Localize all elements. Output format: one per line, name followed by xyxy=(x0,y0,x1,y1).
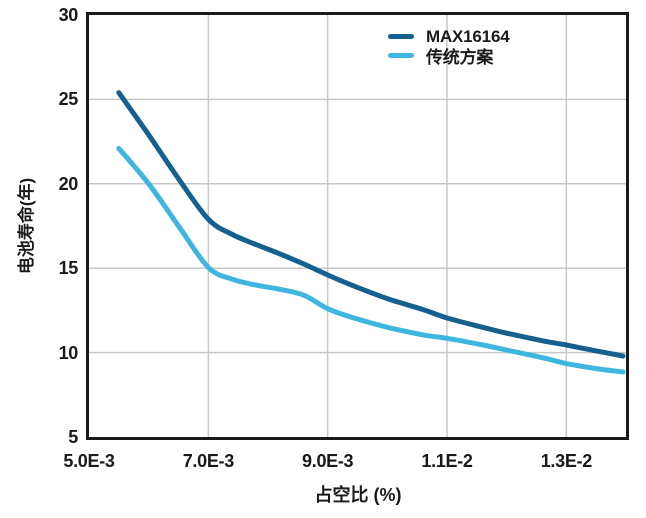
x-tick-label: 5.0E-3 xyxy=(63,451,115,471)
series-line-1 xyxy=(116,145,626,375)
legend-item-1: 传统方案 xyxy=(388,46,509,67)
legend-item-0: MAX16164 xyxy=(388,26,510,46)
x-tick-label: 7.0E-3 xyxy=(182,451,235,471)
chart-canvas xyxy=(89,15,626,437)
x-tick-label: 1.3E-2 xyxy=(540,451,593,471)
y-tick-label: 5 xyxy=(68,427,78,447)
x-tick-label: 1.1E-2 xyxy=(421,451,473,471)
legend-label: MAX16164 xyxy=(426,26,510,46)
x-axis-title: 占空比 (%) xyxy=(314,485,402,505)
series-line-0 xyxy=(116,90,626,359)
y-tick-label: 15 xyxy=(58,258,79,279)
x-tick-label: 9.0E-3 xyxy=(302,451,354,471)
y-tick-label: 20 xyxy=(58,173,79,194)
y-tick-label: 30 xyxy=(58,5,79,25)
y-tick-label: 25 xyxy=(58,89,79,110)
legend-line-swatch xyxy=(388,53,414,58)
legend-line-swatch xyxy=(388,34,414,39)
plot-area: MAX16164 传统方案 xyxy=(86,12,629,440)
legend-label: 传统方案 xyxy=(426,48,494,67)
legend: MAX16164 传统方案 xyxy=(388,26,510,67)
y-tick-label: 10 xyxy=(58,342,79,363)
